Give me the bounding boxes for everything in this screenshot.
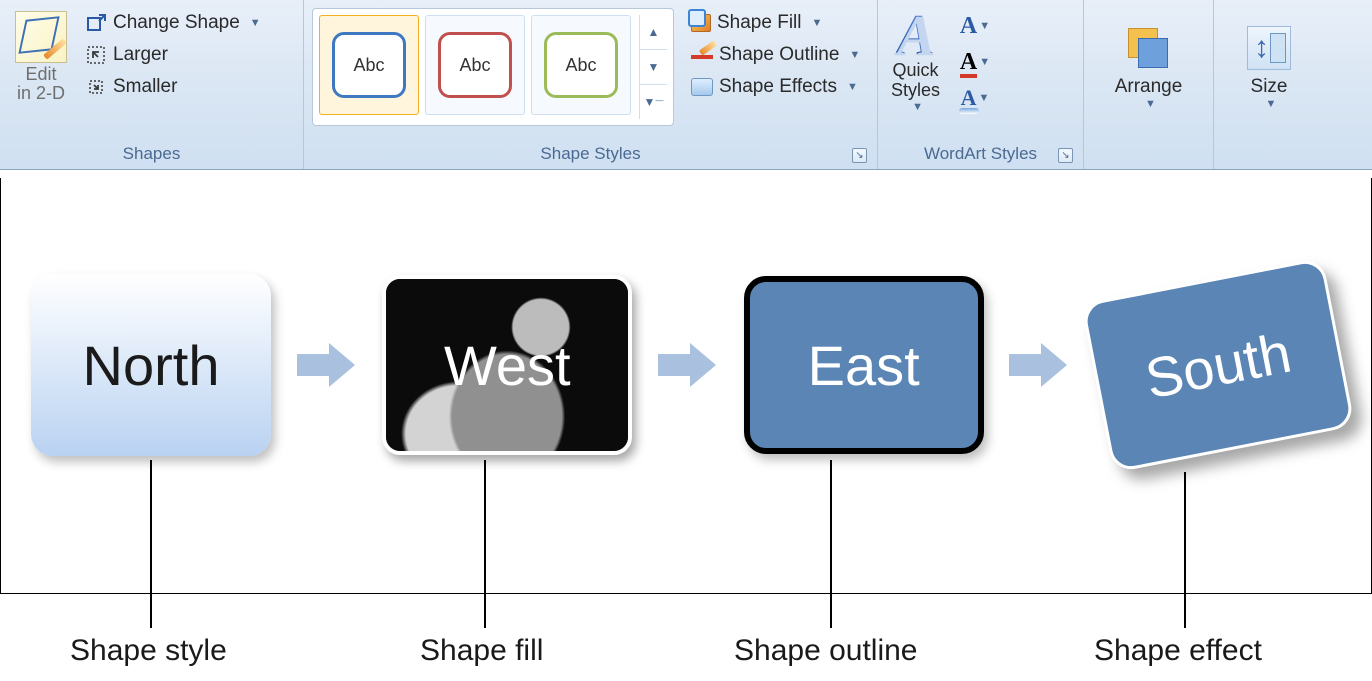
shape-south[interactable]: South bbox=[1081, 257, 1355, 473]
sample-text: Abc bbox=[459, 55, 490, 76]
shape-outline-icon bbox=[691, 47, 713, 63]
group-shapes: Edit in 2-D Change Shape ▼ Larger bbox=[0, 0, 304, 169]
larger-icon bbox=[85, 44, 107, 66]
shape-fill-icon bbox=[691, 14, 711, 32]
shape-west-text: West bbox=[444, 333, 571, 398]
gallery-more-button[interactable]: ▼— bbox=[640, 85, 667, 119]
gallery-scrollbar: ▲ ▼ ▼— bbox=[639, 15, 667, 119]
dropdown-arrow-icon: ▼ bbox=[250, 17, 261, 29]
group-wordart-label: WordArt Styles ↘ bbox=[884, 141, 1077, 169]
group-shape-styles-label: Shape Styles ↘ bbox=[310, 141, 871, 169]
text-fill-icon: A bbox=[960, 13, 977, 40]
leader-line-outline bbox=[830, 460, 832, 628]
callout-shape-effect: Shape effect bbox=[1094, 634, 1262, 668]
shape-outline-button[interactable]: Shape Outline ▼ bbox=[686, 40, 869, 70]
change-shape-icon bbox=[85, 12, 107, 34]
gallery-item-3[interactable]: Abc bbox=[531, 15, 631, 115]
text-effects-button[interactable]: A▼ bbox=[955, 82, 995, 114]
dropdown-arrow-icon: ▼ bbox=[979, 20, 990, 32]
leader-line-fill bbox=[484, 460, 486, 628]
arrow-1 bbox=[297, 340, 357, 390]
edit-2d-icon bbox=[15, 11, 67, 63]
size-label: Size bbox=[1251, 76, 1288, 98]
gallery-item-2[interactable]: Abc bbox=[425, 15, 525, 115]
quick-styles-label: Quick Styles bbox=[891, 61, 940, 101]
edit-in-2d-button[interactable]: Edit in 2-D bbox=[10, 8, 72, 106]
text-fill-button[interactable]: A▼ bbox=[955, 10, 995, 42]
group-wordart-styles: A Quick Styles ▼ A▼ A▼ A▼ WordArt Styles… bbox=[878, 0, 1084, 169]
change-shape-button[interactable]: Change Shape ▼ bbox=[80, 8, 270, 38]
group-size: Size ▼ bbox=[1214, 0, 1324, 169]
size-icon bbox=[1247, 26, 1291, 70]
sample-shape-red: Abc bbox=[438, 32, 512, 98]
arrow-2 bbox=[658, 340, 718, 390]
callout-shape-style: Shape style bbox=[70, 634, 227, 668]
dropdown-arrow-icon: ▼ bbox=[847, 81, 858, 93]
arrow-3 bbox=[1009, 340, 1069, 390]
group-shapes-label: Shapes bbox=[6, 141, 297, 169]
smartart-flow[interactable]: North West East South bbox=[31, 274, 1341, 456]
dropdown-arrow-icon: ▼ bbox=[849, 49, 860, 61]
text-outline-icon: A bbox=[960, 49, 977, 76]
shape-styles-launcher[interactable]: ↘ bbox=[852, 148, 867, 163]
shape-north[interactable]: North bbox=[31, 274, 271, 456]
shape-outline-label: Shape Outline bbox=[719, 44, 839, 66]
size-button[interactable]: Size ▼ bbox=[1232, 4, 1306, 132]
text-effects-icon: A bbox=[961, 85, 977, 111]
dropdown-arrow-icon: ▼ bbox=[979, 92, 990, 104]
callout-shape-outline: Shape outline bbox=[734, 634, 918, 668]
group-arrange: Arrange ▼ bbox=[1084, 0, 1214, 169]
dropdown-arrow-icon: ▼ bbox=[812, 17, 823, 29]
text-outline-button[interactable]: A▼ bbox=[955, 46, 995, 78]
sample-shape-blue: Abc bbox=[332, 32, 406, 98]
dropdown-arrow-icon: ▼ bbox=[912, 101, 923, 113]
gallery-scroll-down[interactable]: ▼ bbox=[640, 50, 667, 85]
shape-style-gallery: Abc Abc Abc ▲ ▼ ▼— bbox=[312, 8, 674, 126]
shape-west[interactable]: West bbox=[382, 275, 632, 455]
shape-east-text: East bbox=[808, 333, 920, 398]
document-area: North West East South bbox=[0, 178, 1372, 594]
quick-styles-icon: A bbox=[896, 9, 935, 61]
sample-text: Abc bbox=[565, 55, 596, 76]
shape-effects-label: Shape Effects bbox=[719, 76, 837, 98]
leader-line-style bbox=[150, 460, 152, 628]
shape-fill-label: Shape Fill bbox=[717, 12, 802, 34]
ribbon: Edit in 2-D Change Shape ▼ Larger bbox=[0, 0, 1372, 170]
arrange-label: Arrange bbox=[1115, 76, 1183, 98]
smaller-label: Smaller bbox=[113, 76, 177, 98]
callout-shape-fill: Shape fill bbox=[420, 634, 543, 668]
group-size-spacer bbox=[1220, 141, 1318, 169]
shape-north-text: North bbox=[83, 333, 220, 398]
dropdown-arrow-icon: ▼ bbox=[1145, 98, 1156, 110]
arrange-icon bbox=[1126, 26, 1170, 70]
shape-east[interactable]: East bbox=[744, 276, 984, 454]
smaller-icon bbox=[85, 76, 107, 98]
dropdown-arrow-icon: ▼ bbox=[979, 56, 990, 68]
group-shape-styles-text: Shape Styles bbox=[540, 144, 640, 163]
quick-styles-button[interactable]: A Quick Styles ▼ bbox=[884, 4, 947, 118]
leader-line-effect bbox=[1184, 472, 1186, 628]
smaller-button[interactable]: Smaller bbox=[80, 72, 270, 102]
gallery-item-1[interactable]: Abc bbox=[319, 15, 419, 115]
gallery-scroll-up[interactable]: ▲ bbox=[640, 15, 667, 50]
edit-in-2d-label: Edit in 2-D bbox=[17, 65, 65, 103]
sample-text: Abc bbox=[353, 55, 384, 76]
annotation-layer: Shape style Shape fill Shape outline Sha… bbox=[0, 588, 1372, 680]
group-wordart-text: WordArt Styles bbox=[924, 144, 1037, 163]
larger-label: Larger bbox=[113, 44, 168, 66]
ribbon-separator bbox=[0, 170, 1372, 178]
shape-effects-icon bbox=[691, 78, 713, 96]
sample-shape-green: Abc bbox=[544, 32, 618, 98]
shape-effects-button[interactable]: Shape Effects ▼ bbox=[686, 72, 869, 102]
arrange-button[interactable]: Arrange ▼ bbox=[1100, 4, 1198, 132]
group-shape-styles: Abc Abc Abc ▲ ▼ ▼— bbox=[304, 0, 878, 169]
wordart-launcher[interactable]: ↘ bbox=[1058, 148, 1073, 163]
shape-south-text: South bbox=[1140, 319, 1296, 411]
larger-button[interactable]: Larger bbox=[80, 40, 270, 70]
shape-fill-button[interactable]: Shape Fill ▼ bbox=[686, 8, 869, 38]
group-arrange-spacer bbox=[1090, 141, 1207, 169]
change-shape-label: Change Shape bbox=[113, 12, 240, 34]
dropdown-arrow-icon: ▼ bbox=[1266, 98, 1277, 110]
